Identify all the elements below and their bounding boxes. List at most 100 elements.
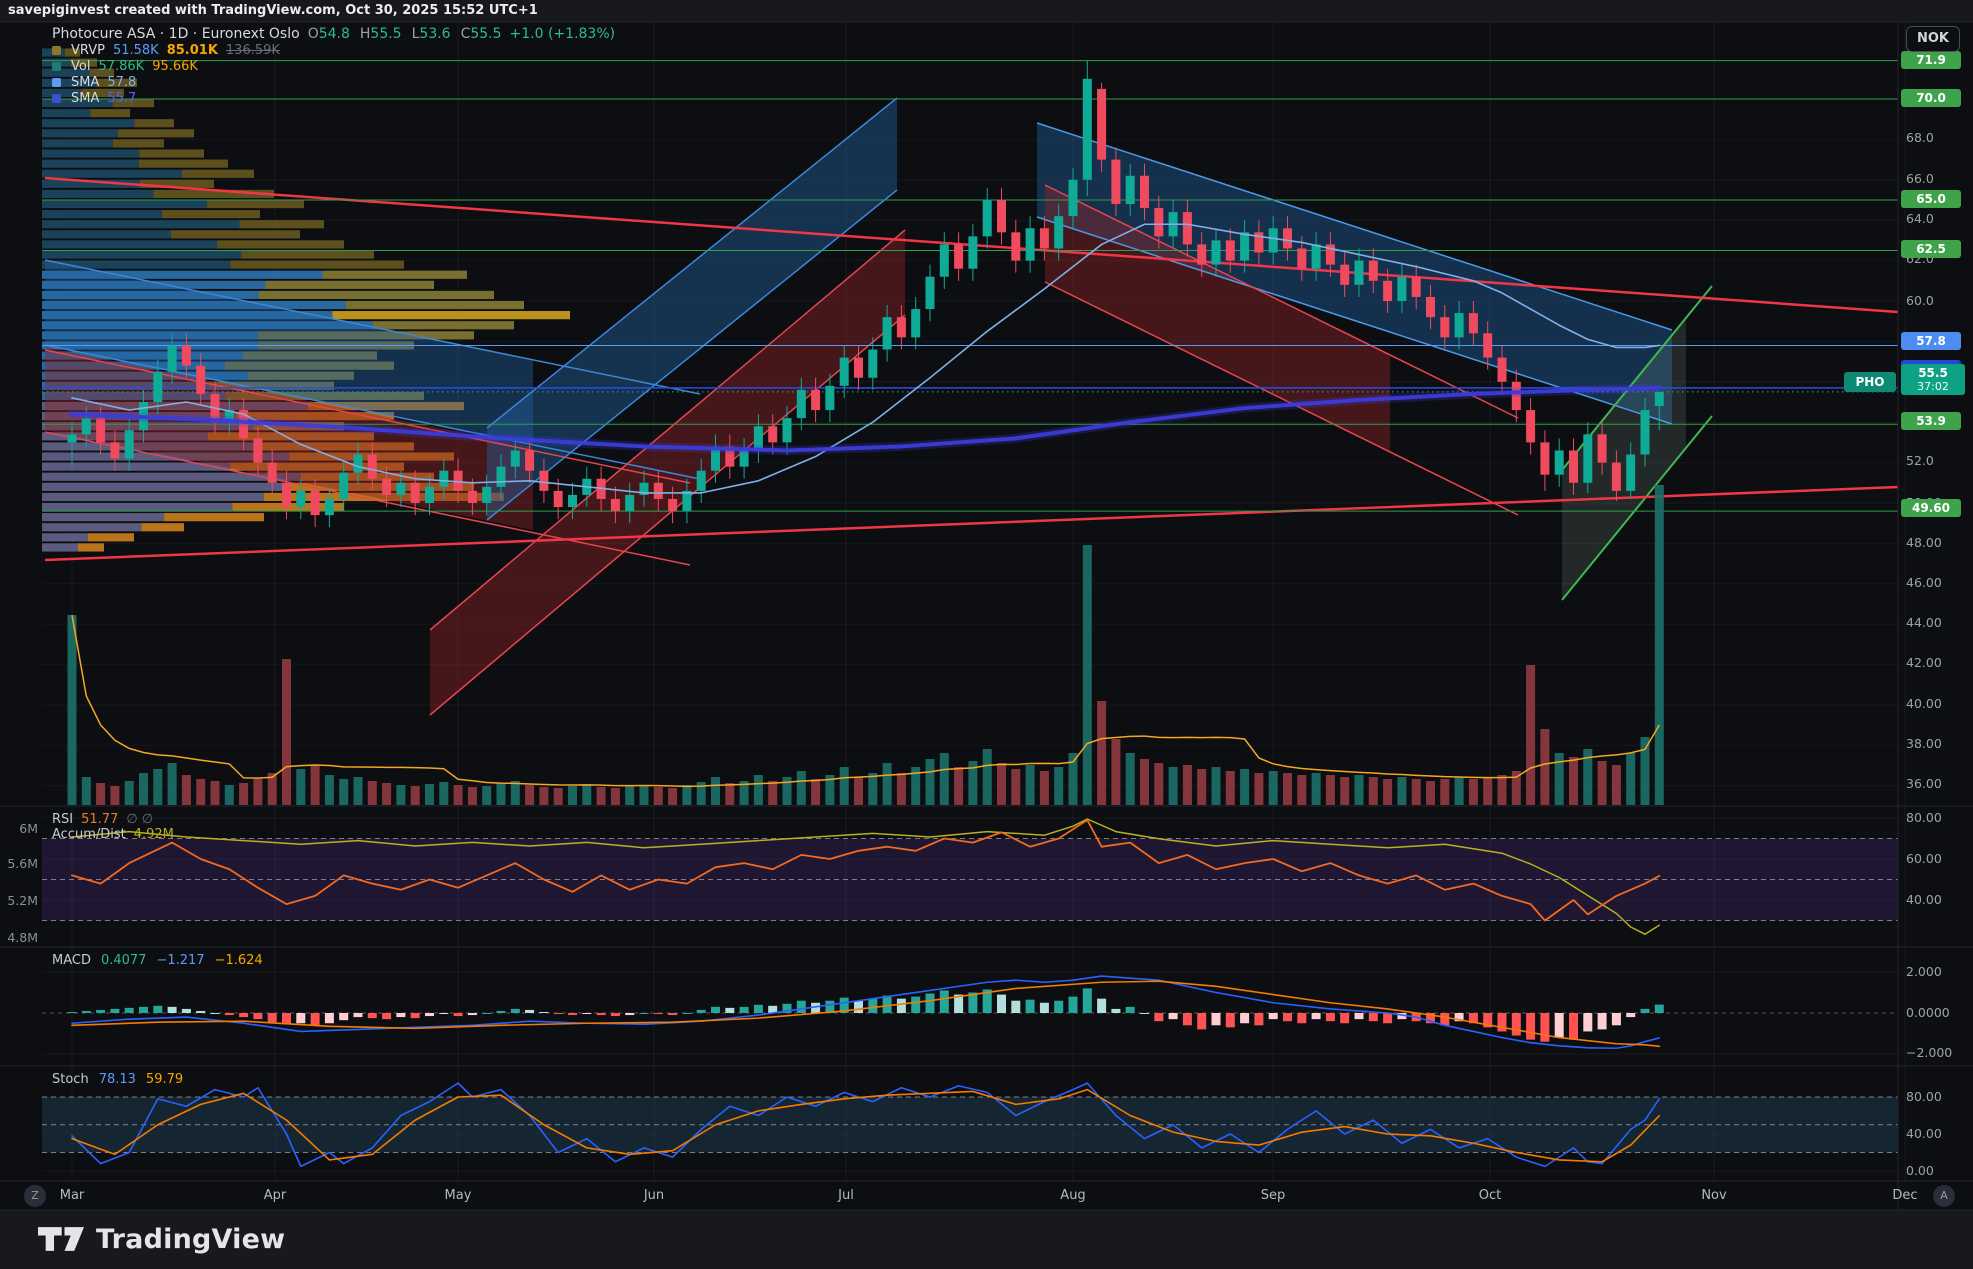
candle-body bbox=[1240, 232, 1250, 261]
candle-body bbox=[1411, 276, 1421, 297]
macd-histogram-bar bbox=[939, 990, 949, 1013]
volume-bar bbox=[1140, 759, 1149, 805]
legend-row-sma[interactable]: SMA 55.7 bbox=[52, 91, 615, 106]
macd-histogram-bar bbox=[1283, 1013, 1292, 1022]
symbol-title[interactable]: Photocure ASA · 1D · Euronext Oslo bbox=[52, 26, 300, 42]
candle-body bbox=[1268, 228, 1278, 253]
vrvp-bar bbox=[230, 260, 404, 269]
volume-bar bbox=[1211, 767, 1221, 805]
macd-histogram-bar bbox=[1311, 1013, 1321, 1020]
macd-histogram-bar bbox=[539, 1011, 549, 1013]
legend-row-vol[interactable]: Vol 57.86K 95.66K bbox=[52, 59, 615, 74]
candle-body bbox=[539, 470, 549, 491]
vrvp-bar bbox=[208, 381, 334, 390]
macd-histogram-bar bbox=[1182, 1013, 1192, 1026]
volume-bar bbox=[1154, 763, 1164, 805]
volume-bar bbox=[467, 787, 477, 805]
vrvp-bar bbox=[42, 250, 242, 259]
accum-dist-line bbox=[71, 818, 1661, 935]
candle-body bbox=[682, 490, 692, 512]
volume-bar bbox=[825, 775, 835, 805]
legend-value: 55.7 bbox=[107, 91, 137, 106]
volume-bar bbox=[1597, 761, 1607, 805]
volume-ma-line bbox=[71, 614, 1660, 788]
macd-histogram-bar bbox=[525, 1009, 535, 1013]
volume-bar bbox=[67, 615, 77, 805]
volume-bar bbox=[1611, 765, 1621, 805]
candle-body bbox=[1011, 232, 1021, 261]
legend-row-vrvp[interactable]: VRVP 51.58K 85.01K 136.59K bbox=[52, 43, 615, 58]
macd-histogram-bar bbox=[1211, 1013, 1221, 1026]
candle-body bbox=[310, 490, 320, 516]
macd-histogram-bar bbox=[1039, 1002, 1049, 1013]
macd-histogram-bar bbox=[968, 992, 978, 1013]
volume-bar bbox=[139, 773, 148, 805]
candle-body bbox=[1597, 434, 1607, 463]
candle-body bbox=[353, 454, 363, 473]
macd-histogram-bar bbox=[1240, 1013, 1250, 1024]
volume-bar bbox=[439, 782, 449, 805]
macd-histogram-bar bbox=[1140, 1013, 1149, 1014]
trendline bbox=[44, 431, 691, 566]
macd-histogram-bar bbox=[282, 1013, 291, 1025]
candle-body bbox=[1311, 244, 1321, 269]
vrvp-bar bbox=[42, 210, 162, 219]
vrvp-bar bbox=[88, 533, 134, 542]
tradingview-logo[interactable]: TradingView bbox=[38, 1222, 285, 1256]
candle-body bbox=[1569, 450, 1578, 483]
macd-histogram-bar bbox=[1325, 1013, 1335, 1022]
vrvp-bar bbox=[42, 119, 135, 128]
macd-histogram-bar bbox=[1483, 1013, 1493, 1028]
candle-body bbox=[196, 365, 206, 394]
volume-bar bbox=[324, 775, 334, 805]
auto-scale-button[interactable]: A bbox=[1933, 1185, 1955, 1207]
candle-body bbox=[267, 462, 277, 483]
macd-histogram-bar bbox=[482, 1013, 492, 1014]
currency-button[interactable]: NOK bbox=[1906, 26, 1960, 52]
vrvp-bar bbox=[207, 199, 304, 209]
candle-body bbox=[1640, 410, 1650, 455]
vrvp-bar bbox=[42, 351, 243, 360]
candle-body bbox=[453, 470, 463, 491]
vrvp-bar bbox=[42, 513, 165, 522]
volume-bar bbox=[1397, 777, 1407, 805]
legend-row-sma[interactable]: SMA 57.8 bbox=[52, 75, 615, 90]
candle-body bbox=[668, 498, 678, 512]
auto-scale-label: A bbox=[1940, 1189, 1948, 1202]
macd-histogram-bar bbox=[253, 1013, 263, 1020]
symbol-legend[interactable]: Photocure ASA · 1D · Euronext Oslo O54.8… bbox=[52, 26, 615, 106]
legend-value: 85.01K bbox=[166, 43, 218, 58]
vrvp-bar bbox=[42, 230, 171, 239]
volume-bar bbox=[253, 779, 263, 805]
vrvp-bar bbox=[217, 240, 344, 249]
legend-value: 95.66K bbox=[152, 59, 198, 74]
trendline bbox=[1044, 184, 1519, 419]
timezone-button[interactable]: Z bbox=[24, 1185, 46, 1207]
candle-body bbox=[439, 470, 449, 487]
volume-bar bbox=[96, 783, 106, 805]
candle-body bbox=[382, 478, 392, 495]
macd-histogram-bar bbox=[896, 998, 906, 1013]
vrvp-bar bbox=[42, 492, 264, 502]
legend-swatch bbox=[52, 94, 61, 103]
vrvp-bar bbox=[42, 139, 113, 148]
candle-body bbox=[939, 244, 949, 277]
trendline bbox=[486, 97, 898, 429]
volume-bar bbox=[1511, 771, 1521, 805]
trendline bbox=[1036, 122, 1673, 331]
vrvp-bar bbox=[42, 502, 233, 512]
vrvp-bar bbox=[225, 361, 394, 370]
macd-histogram-bar bbox=[310, 1013, 320, 1026]
volume-bar bbox=[739, 781, 749, 805]
volume-bar bbox=[1054, 767, 1064, 805]
macd-histogram-bar bbox=[825, 1000, 835, 1013]
vrvp-bar bbox=[42, 442, 258, 451]
candle-body bbox=[1054, 216, 1064, 249]
volume-bar bbox=[1111, 739, 1121, 805]
macd-histogram-bar bbox=[997, 994, 1006, 1013]
volume-bar bbox=[167, 763, 177, 805]
volume-bar bbox=[1125, 753, 1135, 805]
candle-body bbox=[1111, 159, 1121, 205]
ohlc-value: H55.5 bbox=[359, 26, 402, 42]
